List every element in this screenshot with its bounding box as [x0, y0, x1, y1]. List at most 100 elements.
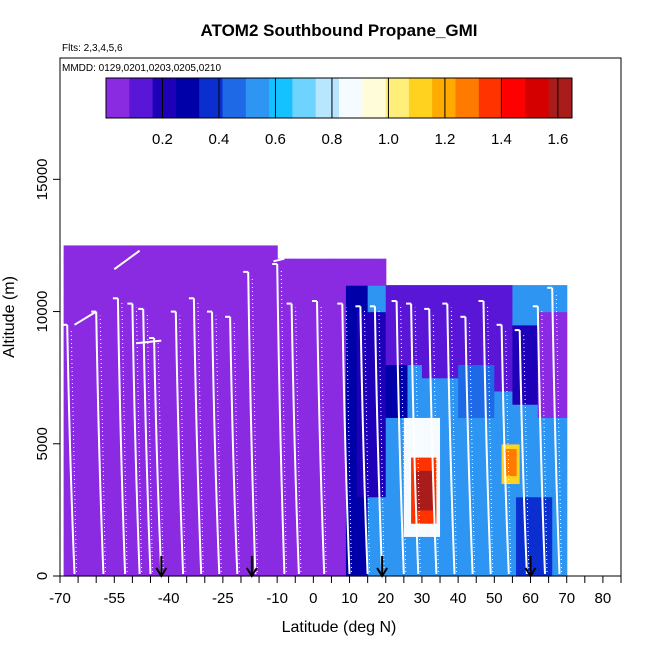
heatmap-cell: [183, 245, 188, 260]
heatmap-cell: [262, 496, 267, 511]
heatmap-cell: [349, 509, 354, 524]
heatmap-cell: [378, 417, 383, 432]
heatmap-cell: [88, 245, 94, 260]
heatmap-cell: [327, 549, 333, 564]
heatmap-cell: [342, 258, 347, 273]
profile-line: [142, 308, 152, 575]
heatmap-cell: [335, 523, 340, 537]
heatmap-cell: [81, 470, 86, 485]
heatmap-cell: [487, 351, 492, 366]
heatmap-cell: [212, 523, 217, 537]
heatmap-cell: [302, 311, 307, 326]
heatmap-cell: [269, 483, 275, 498]
heatmap-cell: [230, 470, 235, 485]
heatmap-cell: [201, 549, 206, 564]
heatmap-cell: [505, 430, 510, 445]
heatmap-cell: [418, 417, 423, 432]
colorbar-segment: [315, 78, 340, 118]
heatmap-cell: [516, 496, 521, 511]
heatmap-cell: [476, 509, 481, 524]
heatmap-cell: [559, 509, 564, 524]
heatmap-cell: [193, 245, 199, 260]
heatmap-cell: [157, 245, 162, 260]
heatmap-cell: [226, 509, 231, 524]
profile-line: [518, 330, 528, 575]
heatmap-cell: [389, 311, 394, 326]
heatmap-cell: [63, 417, 68, 432]
heatmap-cell: [555, 417, 561, 432]
heatmap-cell: [96, 271, 101, 286]
heatmap-cell: [487, 562, 492, 577]
heatmap-cell: [78, 364, 83, 379]
heatmap-cell: [99, 285, 105, 299]
transit-line: [273, 257, 285, 263]
x-tick-label: -25: [212, 590, 234, 607]
heatmap-cell: [407, 496, 412, 511]
profile-line: [428, 308, 438, 575]
heatmap-cell: [454, 457, 459, 471]
heatmap-cell: [392, 390, 398, 405]
heatmap-cell: [353, 562, 358, 577]
heatmap-cell: [425, 364, 430, 379]
heatmap-cell: [164, 311, 170, 326]
heatmap-cell: [150, 390, 155, 405]
heatmap-cell: [121, 470, 126, 485]
heatmap-cell: [172, 311, 177, 326]
heatmap-cell: [497, 338, 503, 352]
heatmap-cell: [204, 390, 209, 405]
heatmap-cell: [233, 245, 238, 260]
heatmap-cell: [288, 390, 293, 405]
heatmap-cell: [432, 457, 438, 471]
heatmap-cell: [110, 351, 115, 366]
heatmap-cell: [537, 536, 542, 551]
heatmap-cell: [295, 562, 300, 577]
heatmap-cell: [168, 311, 173, 326]
heatmap-cell: [309, 443, 314, 458]
heatmap-cell: [537, 324, 542, 339]
heatmap-cell: [219, 523, 224, 537]
heatmap-cell: [107, 298, 112, 313]
heatmap-cell: [487, 338, 492, 352]
heatmap-cell: [244, 351, 249, 366]
heatmap-cell: [327, 496, 333, 511]
heatmap-cell: [327, 390, 333, 405]
heatmap-cell: [107, 245, 112, 260]
heatmap-cell: [172, 549, 177, 564]
heatmap-cell: [215, 562, 220, 577]
heatmap-cell: [331, 404, 336, 418]
heatmap-cell: [146, 271, 152, 286]
heatmap-cell: [262, 483, 267, 498]
heatmap-cell: [215, 470, 220, 485]
heatmap-cell: [497, 549, 503, 564]
heatmap-cell: [555, 562, 561, 577]
heatmap-cell: [400, 457, 405, 471]
heatmap-cell: [262, 536, 267, 551]
heatmap-cell: [411, 523, 416, 537]
heatmap-cell: [403, 338, 409, 352]
heatmap-cell: [99, 390, 105, 405]
heatmap-cell: [74, 404, 79, 418]
heatmap-cell: [85, 271, 90, 286]
heatmap-cell: [125, 377, 130, 392]
heatmap-cell: [356, 390, 362, 405]
heatmap-cell: [251, 245, 257, 260]
heatmap-cell: [490, 483, 495, 498]
heatmap-cell: [407, 457, 412, 471]
heatmap-cell: [523, 470, 528, 485]
heatmap-cell: [458, 549, 463, 564]
heatmap-cell: [128, 298, 133, 313]
heatmap-cell: [85, 258, 90, 273]
heatmap-cell: [316, 285, 322, 299]
heatmap-cell: [338, 285, 343, 299]
heatmap-cell: [320, 430, 325, 445]
heatmap-cell: [284, 457, 289, 471]
heatmap-cell: [548, 549, 553, 564]
heatmap-cell: [197, 483, 202, 498]
heatmap-cell: [284, 523, 289, 537]
heatmap-cell: [136, 404, 141, 418]
heatmap-cell: [255, 430, 260, 445]
heatmap-cell: [139, 245, 144, 260]
heatmap-cell: [280, 377, 285, 392]
heatmap-cell: [230, 364, 235, 379]
heatmap-cell: [505, 562, 510, 577]
